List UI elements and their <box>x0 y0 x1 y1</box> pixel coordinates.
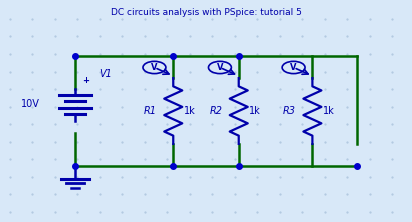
Text: V1: V1 <box>100 69 112 79</box>
Text: +: + <box>82 76 89 85</box>
Text: 1k: 1k <box>249 106 261 116</box>
Text: R3: R3 <box>283 106 296 116</box>
Text: V: V <box>217 63 223 72</box>
Text: DC circuits analysis with PSpice: tutorial 5: DC circuits analysis with PSpice: tutori… <box>110 8 302 17</box>
Text: R2: R2 <box>209 106 222 116</box>
Text: R1: R1 <box>144 106 157 116</box>
Text: 1k: 1k <box>323 106 335 116</box>
Text: V: V <box>151 63 158 72</box>
Text: 1k: 1k <box>183 106 195 116</box>
Text: 10V: 10V <box>21 99 40 109</box>
Text: V: V <box>290 63 297 72</box>
